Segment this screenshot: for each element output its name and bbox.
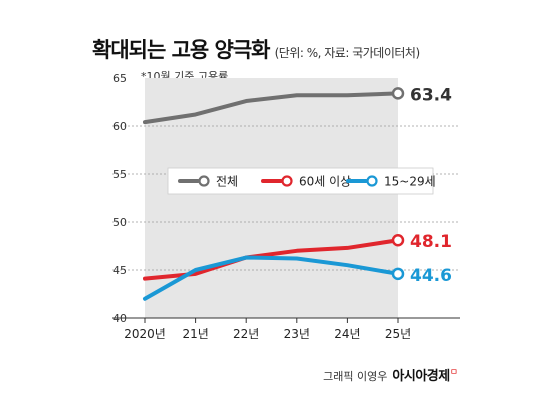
y-tick-label-60: 60	[113, 120, 127, 133]
credit-block: 그래픽 이영우 아시아경제ㅁ	[323, 365, 458, 384]
x-tick-label-4: 24년	[334, 327, 360, 341]
x-tick-label-2: 22년	[233, 327, 259, 341]
legend-swatch-marker-2	[366, 175, 378, 187]
y-tick-label-45: 45	[113, 264, 127, 277]
x-tick-label-0: 2020년	[124, 327, 166, 341]
series-end-point-0	[391, 87, 405, 100]
series-end-label-2: 44.6	[410, 266, 452, 286]
x-tick-label-1: 21년	[182, 327, 208, 341]
series-end-label-0: 63.4	[410, 85, 452, 105]
brand-mark-icon: ㅁ	[449, 368, 458, 378]
title-block: 확대되는 고용 양극화 (단위: %, 자료: 국가데이터처)	[92, 34, 420, 64]
chart-subtitle: (단위: %, 자료: 국가데이터처)	[274, 46, 421, 60]
series-end-point-2	[391, 267, 405, 281]
series-line-2	[143, 255, 400, 301]
shaded-region	[145, 78, 398, 318]
legend-swatch-marker-1	[281, 175, 293, 187]
y-tick-label-55: 55	[113, 168, 127, 181]
legend-box	[167, 167, 434, 195]
chart-title: 확대되는 고용 양극화	[92, 38, 271, 62]
y-tick-label-50: 50	[113, 216, 127, 229]
graphic-credit: 그래픽 이영우	[323, 370, 388, 383]
legend-label-0: 전체	[216, 175, 238, 189]
legend-label-2: 15~29세	[384, 175, 436, 189]
series-line-0	[143, 91, 400, 125]
x-tick-label-3: 23년	[284, 327, 310, 341]
brand-logo: 아시아경제	[392, 369, 450, 384]
legend-swatch-marker-0	[198, 175, 210, 187]
series-end-point-1	[391, 233, 405, 247]
series-end-label-1: 48.1	[410, 232, 452, 252]
x-tick-label-5: 25년	[385, 327, 411, 341]
legend-label-1: 60세 이상	[299, 175, 351, 189]
y-tick-label-65: 65	[113, 72, 127, 85]
